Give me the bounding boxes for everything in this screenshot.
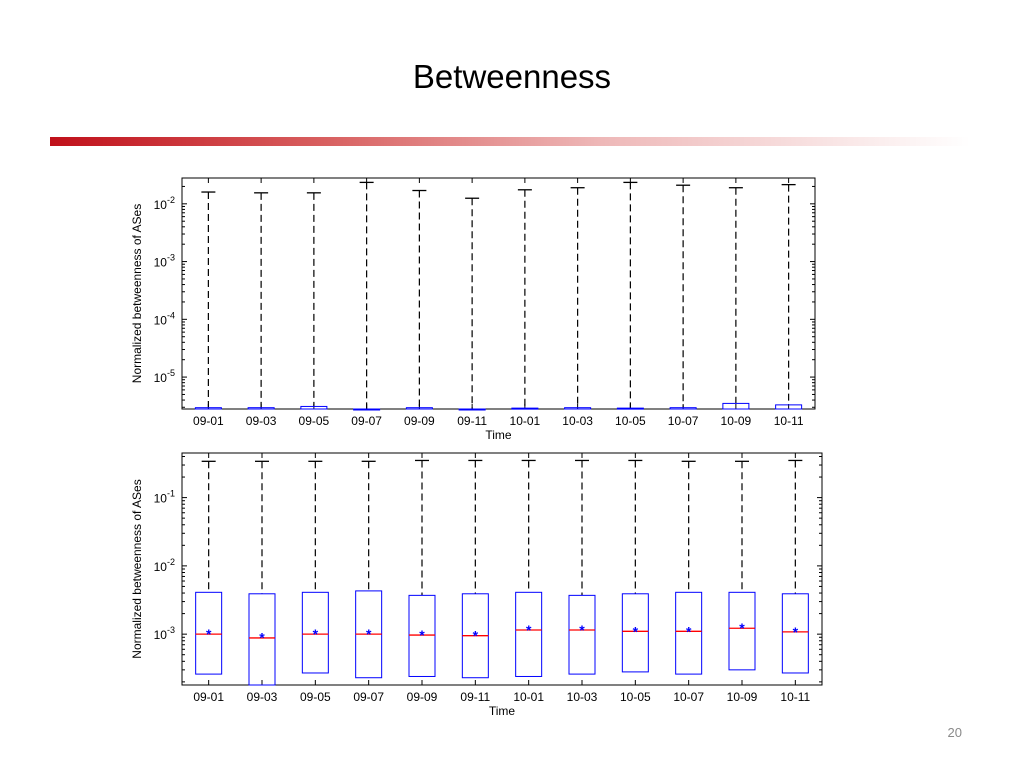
box [247,407,275,410]
mean-marker: * [579,622,585,638]
x-tick-label: 09-07 [351,414,382,428]
x-axis-label: Time [489,704,516,718]
plot-frame [181,452,823,686]
box [408,594,436,677]
x-tick-label: 10-03 [567,690,598,704]
y-tick-label: 10-1 [154,489,175,506]
y-axis-label: Normalized betweenness of ASes [130,204,144,383]
box [515,591,543,677]
x-tick-label: 09-05 [299,414,330,428]
box [353,408,381,411]
x-tick-label: 10-07 [668,414,699,428]
x-tick-label: 09-11 [460,690,490,704]
mean-marker: * [686,623,692,639]
boxplot-chart-1: 10-5 10-4 10-3 10-2 Normalized betweenness o… [130,177,816,442]
mean-marker: * [473,628,479,644]
box [669,407,697,410]
x-tick-label: 09-03 [247,690,278,704]
mean-marker: * [526,622,532,638]
box [300,405,328,410]
mean-marker: * [259,630,265,646]
mean-marker: * [633,623,639,639]
x-tick-label: 09-01 [193,690,224,704]
box [675,591,703,675]
box [405,407,433,410]
y-tick-label: 10-2 [154,195,175,212]
x-axis-label: Time [485,428,512,442]
x-tick-label: 10-09 [721,414,752,428]
x-tick-label: 10-11 [780,690,810,704]
y-tick-label: 10-5 [154,368,175,385]
page-number: 20 [947,725,962,740]
x-tick-label: 09-03 [246,414,277,428]
mean-marker: * [366,626,372,642]
x-tick-label: 10-05 [620,690,651,704]
mean-marker: * [739,620,745,636]
box [722,402,750,410]
box [301,591,329,674]
box [616,407,644,410]
box [248,593,276,686]
mean-marker: * [313,626,319,642]
box [511,407,539,410]
x-tick-label: 10-05 [615,414,646,428]
y-tick-label: 10-3 [154,253,175,270]
box [564,407,592,410]
box [195,591,223,675]
x-tick-label: 10-01 [513,690,544,704]
x-tick-label: 10-01 [510,414,541,428]
box [621,593,649,673]
y-tick-label: 10-2 [154,557,175,574]
plot-frame [181,177,816,410]
title-rule [50,137,970,146]
x-tick-label: 09-09 [404,414,435,428]
y-axis-label: Normalized betweenness of ASes [130,479,144,658]
x-tick-label: 09-11 [457,414,487,428]
y-tick-label: 10-3 [154,625,175,642]
box [194,407,222,410]
box [458,408,486,411]
mean-marker: * [206,626,212,642]
box [568,594,596,675]
mean-marker: * [793,624,799,640]
box [728,591,756,671]
y-tick-label: 10-4 [154,310,175,327]
mean-marker: * [419,627,425,643]
x-tick-label: 09-09 [407,690,438,704]
box [781,593,809,674]
x-tick-label: 09-07 [353,690,384,704]
slide-title: Betweenness [412,58,612,95]
boxplot-chart-2: 10-3 10-2 10-1 Normalized betweenness of AS… [130,452,823,718]
x-tick-label: 10-09 [727,690,758,704]
x-tick-label: 09-05 [300,690,331,704]
x-tick-label: 10-11 [774,414,804,428]
x-tick-label: 10-03 [562,414,593,428]
x-tick-label: 10-07 [673,690,704,704]
x-tick-label: 09-01 [193,414,224,428]
box [775,404,803,410]
